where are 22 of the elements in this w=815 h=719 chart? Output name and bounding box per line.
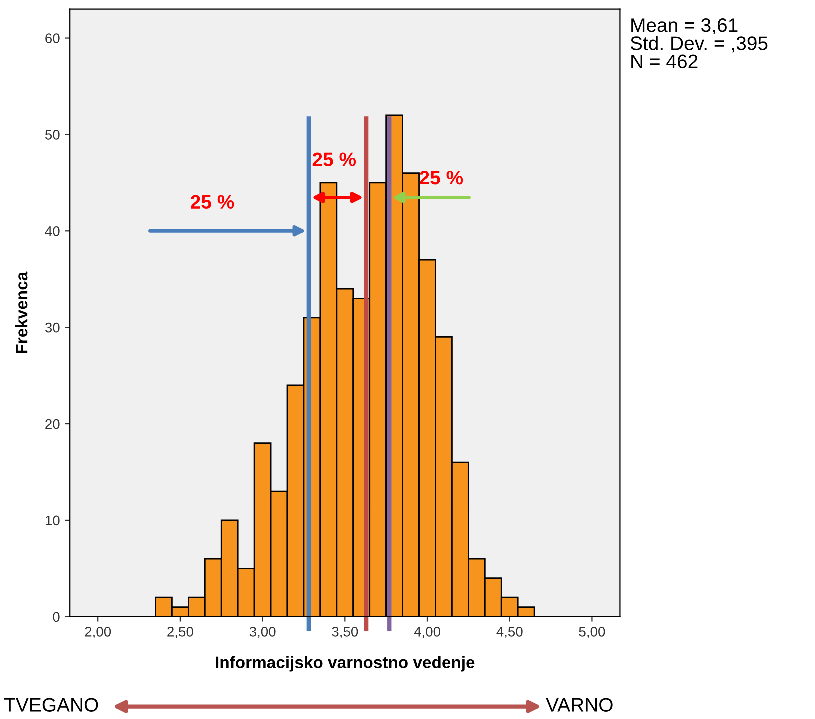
y-tick-label: 30 — [45, 322, 60, 333]
x-tick-label: 2,00 — [85, 626, 112, 638]
y-tick-label: 10 — [46, 516, 60, 526]
x-tick-label: 3,00 — [250, 626, 276, 638]
x-tick-label: 3,50 — [332, 626, 358, 638]
x-tick-label: 4,00 — [414, 626, 440, 638]
text: VARNO — [546, 698, 613, 712]
text: TVEGANO — [4, 698, 98, 712]
y-tick-label: 20 — [46, 419, 60, 430]
x-tick-label: 4,50 — [496, 626, 523, 638]
y-tick-label: 40 — [45, 226, 60, 236]
x-axis-title: Informacijsko varnostno vedenje — [216, 656, 475, 672]
x-tick-label: 2,50 — [168, 626, 194, 638]
annotation: 25 % — [191, 195, 234, 210]
y-tick-label: 60 — [46, 34, 60, 44]
y-tick-label: 50 — [45, 130, 60, 140]
y-axis-title: Frekvenca — [15, 272, 28, 354]
x-tick-label: 5,00 — [579, 626, 606, 638]
annotation: 25 % — [420, 170, 464, 185]
y-tick-label: 0 — [53, 612, 60, 622]
text: Mean = 3,61 Std. Dev. = ,395 N = 462 — [630, 18, 768, 69]
annotation: 25 % — [312, 152, 356, 167]
